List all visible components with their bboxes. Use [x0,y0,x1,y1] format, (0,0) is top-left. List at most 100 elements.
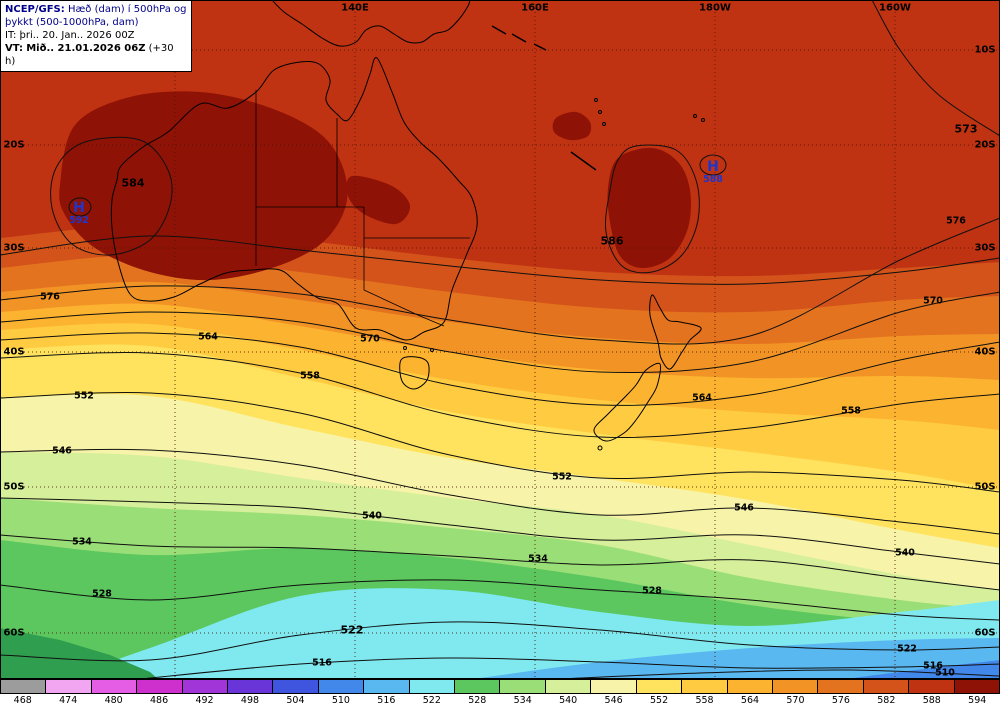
colorbar-swatch [817,679,864,694]
height-contour [0,621,1000,662]
colorbar-value: 534 [513,695,532,706]
height-contour [0,391,1000,493]
colorbar-value: 570 [786,695,805,706]
colorbar-value: 510 [331,695,350,706]
contour-label: 564 [198,331,218,343]
thickness-band [0,660,1000,679]
state-border [363,289,445,327]
contour-label: 552 [74,390,94,402]
colorbar-swatch [181,679,229,694]
thickness-max-area [552,111,592,141]
island [693,114,697,118]
colorbar-swatch [317,679,365,694]
colorbar-value: 546 [604,695,623,706]
lat-label: 40S [3,346,25,358]
colorbar-value: 522 [422,695,441,706]
colorbar-value: 594 [968,695,987,706]
height-contour [0,534,1000,591]
high-value: 592 [69,214,89,226]
forecast-offset: (+30 h) [5,43,174,67]
contour-label: 570 [923,295,943,307]
contour-label: 586 [600,234,624,248]
island [597,445,603,451]
island [533,43,547,51]
chart-title-line1: NCEP/GFS: Hæð (dam) í 500hPa og [5,3,187,16]
colorbar-swatch [908,679,955,694]
lat-label: 40S [974,346,996,358]
contour-label: 564 [692,392,712,404]
colorbar-swatch [227,679,274,694]
colorbar-swatch [45,679,92,694]
coastline-new-zealand-north [649,294,702,370]
lat-label: 60S [3,627,25,639]
init-time-label: IT: [5,30,17,41]
chart-title-text: Hæð (dam) í 500hPa og [67,4,187,15]
height-contour [0,332,1000,406]
island [511,33,527,43]
colorbar-swatch [363,679,410,694]
lat-label: 30S [3,242,25,254]
colorbar-value: 480 [104,695,123,706]
high-symbol: H [73,199,85,216]
thickness-band [0,628,158,679]
colorbar-value: 504 [286,695,305,706]
height-contour [0,217,1000,345]
weather-map [0,0,1000,679]
colorbar-value: 564 [740,695,760,706]
lon-label: 140E [341,2,369,14]
lon-label: 160E [521,2,549,14]
colorbar-swatch [544,679,592,694]
island [403,346,407,350]
thickness-band [0,638,1000,679]
island [598,110,602,114]
height-contour [68,197,92,217]
contour-label: 522 [340,623,364,637]
colorbar-value: 492 [195,695,214,706]
island [491,25,507,35]
height-contour [50,136,173,256]
contour-label: 522 [897,643,917,655]
valid-time-label: VT: [5,43,24,54]
colorbar-swatch [590,679,637,694]
island [594,98,598,102]
colorbar-swatch [681,679,728,694]
valid-time-line: VT: Mið.. 21.01.2026 06Z (+30 h) [5,42,187,68]
title-legend-box: NCEP/GFS: Hæð (dam) í 500hPa og þykkt (5… [0,0,192,72]
contour-label: 576 [40,291,60,303]
lat-label: 10S [974,44,996,56]
colorbar-swatch [272,679,319,694]
coastline-australia [110,57,478,341]
colorbar-swatch [408,679,456,694]
height-contour [0,291,1000,374]
high-center: H 588 [703,160,723,185]
island [701,118,705,122]
map-label-layer: 140E 160E 180W 160W 20S 30S 40S 50S 60S … [3,2,996,679]
contour-label: 540 [362,510,382,522]
colorbar-value: 474 [59,695,78,706]
lat-label: 20S [3,139,25,151]
colorbar-swatch [0,679,47,694]
colorbar-swatch [953,679,1000,694]
contour-label: 546 [52,445,72,457]
height-contour [559,669,1000,679]
island [570,151,597,171]
contour-label: 570 [360,333,380,345]
height-contour [139,657,1000,679]
valid-time-value: Mið.. 21.01.2026 06Z [26,43,146,54]
lat-label: 60S [974,627,996,639]
high-value: 588 [703,173,723,185]
height-contour [605,144,700,274]
height-contour [0,351,1000,438]
thickness-max-area [59,91,348,281]
coastline-new-guinea [271,0,471,47]
contour-label: 584 [121,176,145,190]
contour-label: 546 [734,502,754,514]
lat-label: 20S [974,139,996,151]
height-contour [0,497,1000,565]
colorbar-value: 552 [650,695,669,706]
colorbar-swatches [0,679,1000,694]
colorbar-swatch [136,679,183,694]
colorbar-values: 468 474 480 486 492 498 504 510 516 522 528 534 540 5… [0,694,1000,708]
colorbar-value: 588 [922,695,941,706]
